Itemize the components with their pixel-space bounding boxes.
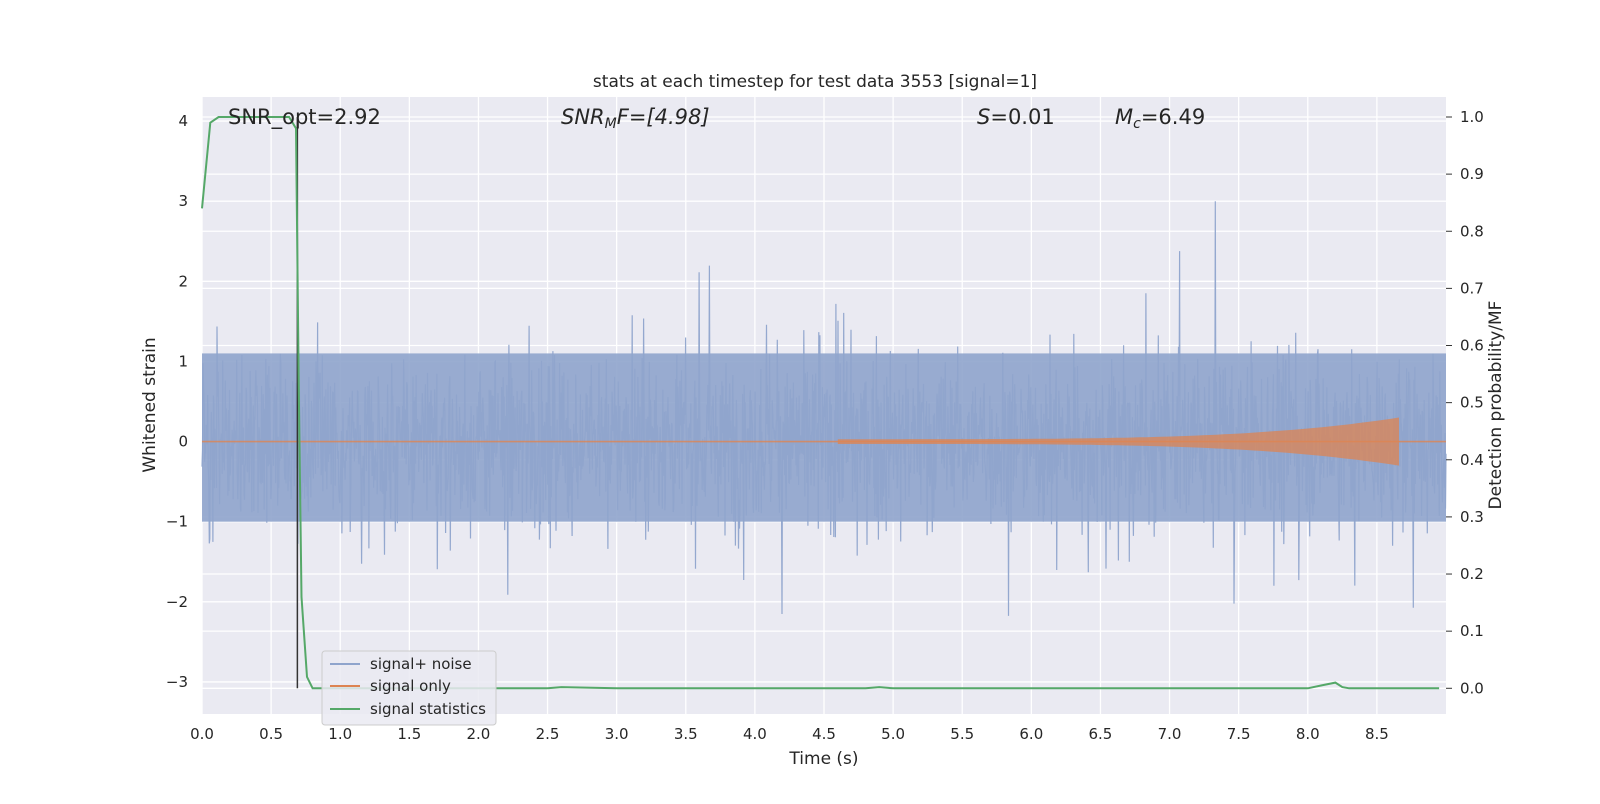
y-tick-label: −3 <box>166 673 188 691</box>
y-tick-label: 4 <box>178 112 188 130</box>
y2-tick-label: 0.4 <box>1460 451 1484 469</box>
x-tick-label: 8.0 <box>1296 725 1320 743</box>
y-axis-label: Whitened strain <box>140 337 160 472</box>
legend: signal+ noise signal only signal statist… <box>321 650 497 726</box>
legend-box <box>321 650 497 726</box>
x-tick-label: 2.0 <box>467 725 491 743</box>
y-tick-label: −1 <box>166 513 188 531</box>
y2-tick-label: 0.9 <box>1460 165 1484 183</box>
y-tick-label: 2 <box>178 272 188 290</box>
chart-title: stats at each timestep for test data 355… <box>593 72 1037 92</box>
y-tick-label: 0 <box>178 433 188 451</box>
x-tick-label: 6.0 <box>1019 725 1043 743</box>
x-tick-label: 0.5 <box>259 725 283 743</box>
x-tick-labels: 0.0 0.5 1.0 1.5 2.0 2.5 3.0 3.5 4.0 4.5 5.0 5.5 6.0 6… <box>190 725 1389 743</box>
x-tick-label: 6.5 <box>1089 725 1113 743</box>
annotation-mc: Mc=6.49 <box>1115 105 1205 132</box>
y-tick-label: −2 <box>166 593 188 611</box>
x-axis-label: Time (s) <box>788 749 858 769</box>
legend-label-signal-only: signal only <box>370 677 451 695</box>
x-tick-label: 2.5 <box>536 725 560 743</box>
y2-tick-label: 0.7 <box>1460 279 1484 297</box>
x-tick-label: 5.5 <box>950 725 974 743</box>
y-tick-label: 1 <box>178 352 188 370</box>
x-tick-label: 8.5 <box>1365 725 1389 743</box>
y2-tick-label: 0.1 <box>1460 622 1484 640</box>
x-tick-label: 7.5 <box>1227 725 1251 743</box>
x-tick-label: 3.5 <box>674 725 698 743</box>
y2-tick-label: 0.2 <box>1460 565 1484 583</box>
annotation-snr-opt: SNR_opt=2.92 <box>228 105 381 130</box>
x-tick-label: 0.0 <box>190 725 214 743</box>
y2-tick-label: 1.0 <box>1460 108 1484 126</box>
legend-label-signal-statistics: signal statistics <box>370 700 486 718</box>
y2-tick-label: 0.8 <box>1460 222 1484 240</box>
y2-tick-label: 0.6 <box>1460 337 1484 355</box>
y2-axis-label: Detection probability/MF <box>1486 301 1506 510</box>
legend-label-signal-noise: signal+ noise <box>370 655 472 673</box>
series-signal-only <box>202 417 1446 466</box>
y2-tick-label: 0.3 <box>1460 508 1484 526</box>
annotation-snr-mf: SNRMF=[4.98] <box>561 105 710 132</box>
x-tick-label: 4.0 <box>743 725 767 743</box>
annotation-s: S=0.01 <box>977 105 1055 129</box>
y2-tick-label: 0.5 <box>1460 394 1484 412</box>
x-tick-label: 7.0 <box>1158 725 1182 743</box>
y2-tick-label: 0.0 <box>1460 679 1484 697</box>
series-signal-statistics <box>201 116 1440 690</box>
x-tick-label: 3.0 <box>605 725 629 743</box>
x-tick-label: 5.0 <box>881 725 905 743</box>
y2-tick-labels: 0.0 0.1 0.2 0.3 0.4 0.5 0.6 0.7 0.8 0.9 1.0 <box>1446 108 1484 697</box>
x-tick-label: 4.5 <box>812 725 836 743</box>
x-tick-label: 1.0 <box>328 725 352 743</box>
y-tick-labels: −3 −2 −1 0 1 2 3 4 <box>166 112 188 691</box>
y-tick-label: 3 <box>178 192 188 210</box>
x-tick-label: 1.5 <box>397 725 421 743</box>
